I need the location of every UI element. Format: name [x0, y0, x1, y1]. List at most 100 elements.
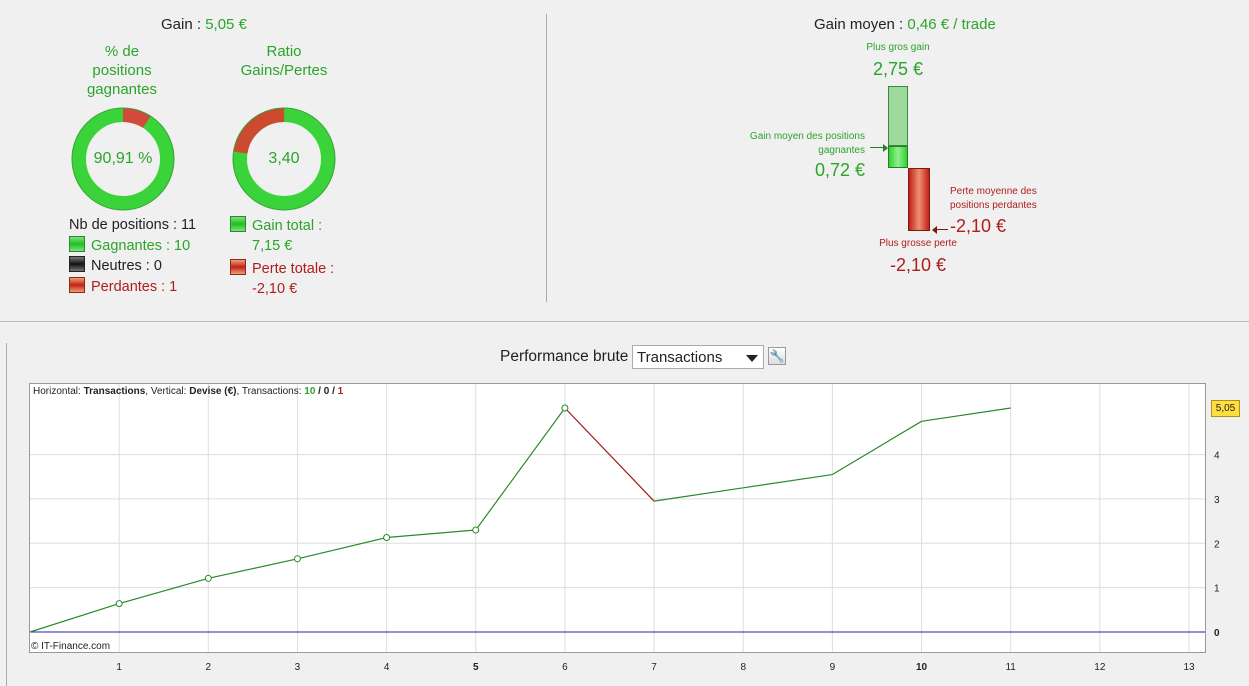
- series-segment: [653, 487, 744, 502]
- y-tick-label: 1: [1214, 584, 1220, 595]
- ratio-value: 3,40: [268, 150, 300, 167]
- avg-loss-label: Perte moyenne des positions perdantes: [950, 185, 1037, 213]
- left-border: [6, 343, 7, 686]
- series-segment: [921, 407, 1011, 422]
- biggest-loss-value: -2,10 €: [889, 255, 947, 275]
- series-segment: [832, 420, 922, 476]
- biggest-gain-label: Plus gros gain: [866, 42, 930, 53]
- ratio-title: Ratio Gains/Pertes: [228, 42, 340, 80]
- losing-count: Perdantes : 1: [69, 276, 196, 298]
- ratio-title-line: Ratio: [266, 43, 302, 60]
- ratio-title-line: Gains/Pertes: [240, 62, 328, 79]
- series-segment: [564, 407, 655, 502]
- vertical-divider: [546, 14, 547, 302]
- winning-label: Gagnantes : 10: [91, 237, 191, 254]
- win-pct-title-line: gagnantes: [86, 81, 158, 98]
- v-value: Devise (€): [189, 386, 237, 397]
- x-tick-label: 11: [1005, 662, 1016, 673]
- ratio-donut: [232, 107, 336, 211]
- total-loss: Perte totale : -2,10 €: [230, 259, 334, 299]
- x-tick-label: 2: [206, 662, 212, 673]
- win-pct-donut: [71, 107, 175, 211]
- y-tick-label: 2: [1214, 539, 1220, 550]
- total-gain-label: Gain total :: [252, 218, 323, 234]
- horizontal-divider: [0, 321, 1249, 322]
- total-gain: Gain total : 7,15 €: [230, 216, 322, 256]
- wrench-icon: 🔧: [769, 349, 785, 363]
- avg-loss-value: -2,10 €: [950, 216, 1007, 236]
- chart-plot-area: [29, 383, 1206, 653]
- gain-header: Gain : 5,05 €: [161, 16, 247, 33]
- nb-positions: Nb de positions : 11: [69, 217, 197, 233]
- average-header: Gain moyen : 0,46 € / trade: [814, 16, 996, 33]
- neutral-label: Neutres : 0: [91, 258, 162, 274]
- copyright: © IT-Finance.com: [31, 641, 111, 652]
- data-point: [115, 600, 123, 608]
- chart-info: Horizontal: Transactions, Vertical: Devi…: [33, 386, 343, 397]
- x-tick-label: 7: [651, 662, 657, 673]
- win-pct-ring-red: [72, 108, 174, 210]
- red-square-icon: [230, 259, 246, 275]
- total-gain-row: Gain total :: [230, 216, 322, 237]
- data-point: [293, 555, 301, 563]
- win-pct-title-line: % de: [104, 43, 140, 60]
- series-segment: [743, 473, 833, 489]
- series-segment: [208, 558, 298, 579]
- x-tick-label: 13: [1183, 662, 1195, 673]
- avg-loss-bar: [908, 168, 930, 231]
- y-tick-label: 0: [1214, 628, 1220, 639]
- view-select-value: Transactions: [637, 349, 723, 366]
- win-pct-value: 90,91 %: [93, 150, 153, 167]
- avg-win-label-line: Gain moyen des positions: [749, 131, 865, 142]
- win-pct-title: % de positions gagnantes: [72, 42, 172, 99]
- data-point: [383, 534, 391, 542]
- winning-count: Gagnantes : 10: [69, 235, 196, 257]
- y-tick-label: 3: [1214, 495, 1220, 506]
- t-neutral: 0: [323, 386, 330, 397]
- arrow-left-icon: [932, 226, 937, 234]
- total-gain-value: 7,15 €: [252, 237, 293, 254]
- avg-win-label: Gain moyen des positions gagnantes: [700, 130, 865, 158]
- biggest-gain-bar: [888, 86, 908, 146]
- chart-title: Performance brute: [500, 348, 629, 365]
- view-select[interactable]: Transactions: [632, 345, 764, 369]
- biggest-loss-label: Plus grosse perte: [879, 238, 957, 249]
- avg-loss-label-line: positions perdantes: [950, 200, 1037, 211]
- total-loss-label: Perte totale :: [252, 261, 335, 277]
- avg-gain-bar: [888, 146, 908, 168]
- red-square-icon: [69, 276, 85, 293]
- total-loss-row: Perte totale :: [230, 259, 334, 280]
- win-pct-title-line: positions: [92, 62, 152, 79]
- series-segment: [386, 529, 476, 539]
- black-square-icon: [69, 256, 85, 272]
- green-square-icon: [230, 216, 246, 232]
- total-loss-value: -2,10 €: [252, 280, 298, 297]
- series-segment: [29, 603, 120, 633]
- avg-loss-label-line: Perte moyenne des: [950, 186, 1037, 197]
- last-value-badge: 5,05: [1211, 400, 1240, 417]
- x-tick-label: 9: [830, 662, 836, 673]
- average-label: Gain moyen :: [814, 16, 904, 33]
- t-win: 10: [304, 386, 316, 397]
- x-tick-label: 5: [473, 662, 479, 673]
- data-point: [561, 404, 569, 412]
- avg-loss-arrow-line: [936, 229, 948, 230]
- t-loss: 1: [337, 386, 344, 397]
- v-label: , Vertical:: [145, 386, 187, 397]
- t-label: , Transactions:: [236, 386, 302, 397]
- settings-wrench-button[interactable]: 🔧: [768, 347, 786, 365]
- series-segment: [118, 577, 209, 605]
- avg-win-value: 0,72 €: [814, 160, 866, 180]
- x-tick-label: 4: [384, 662, 390, 673]
- average-value: 0,46 € / trade: [907, 16, 996, 33]
- gain-value: 5,05 €: [205, 16, 247, 33]
- gain-label: Gain :: [161, 16, 202, 33]
- h-label: Horizontal:: [33, 386, 81, 397]
- avg-win-label-line: gagnantes: [818, 145, 865, 156]
- neutral-count: Neutres : 0: [69, 256, 196, 277]
- positions-stats: Nb de positions : 11 Gagnantes : 10 Neut…: [69, 216, 196, 297]
- biggest-gain-value: 2,75 €: [872, 59, 924, 79]
- x-tick-label: 3: [295, 662, 301, 673]
- ratio-ring-outline: [232, 107, 336, 211]
